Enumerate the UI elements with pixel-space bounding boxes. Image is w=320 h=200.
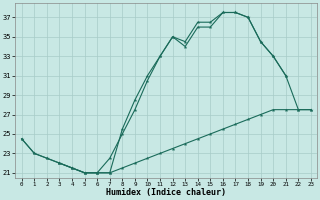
X-axis label: Humidex (Indice chaleur): Humidex (Indice chaleur) xyxy=(106,188,226,197)
